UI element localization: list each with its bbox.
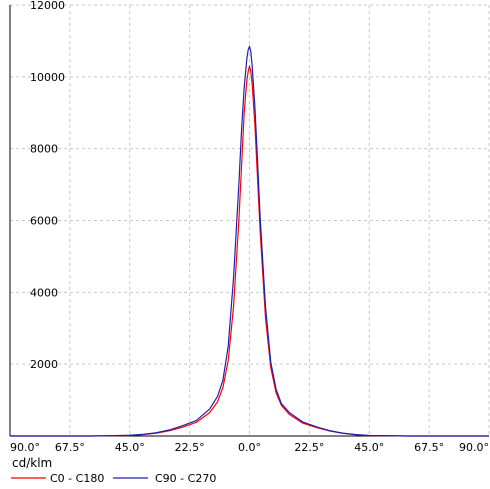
series-line-c90-c270 [10, 45, 489, 437]
unit-label: cd/klm [12, 456, 52, 470]
series-line-c0-c180 [10, 65, 489, 437]
y-tick-label: 2000 [30, 358, 58, 371]
x-tick-label: 45.0° [115, 441, 145, 454]
x-tick-label: 90.0° [459, 441, 489, 454]
x-tick-label: 90.0° [10, 441, 40, 454]
x-tick-label: 22.5° [294, 441, 324, 454]
x-tick-label: 0.0° [238, 441, 261, 454]
y-tick-label: 4000 [30, 286, 58, 299]
x-tick-label: 45.0° [354, 441, 384, 454]
y-tick-label: 12000 [30, 0, 65, 12]
legend-label: C90 - C270 [155, 472, 216, 485]
legend-label: C0 - C180 [50, 472, 104, 485]
legend: C0 - C180 C90 - C270 [11, 472, 216, 485]
tick-label-layer: 2000 4000 6000 8000 10000 12000 90.0° 67.5° 45.0… [10, 0, 489, 454]
y-tick-label: 10000 [30, 71, 65, 84]
y-tick-label: 8000 [30, 143, 58, 156]
y-tick-label: 6000 [30, 215, 58, 228]
x-tick-label: 67.5° [414, 441, 444, 454]
x-tick-label: 22.5° [175, 441, 205, 454]
x-tick-label: 67.5° [55, 441, 85, 454]
series-layer [10, 45, 489, 437]
grid-layer [9, 4, 490, 436]
